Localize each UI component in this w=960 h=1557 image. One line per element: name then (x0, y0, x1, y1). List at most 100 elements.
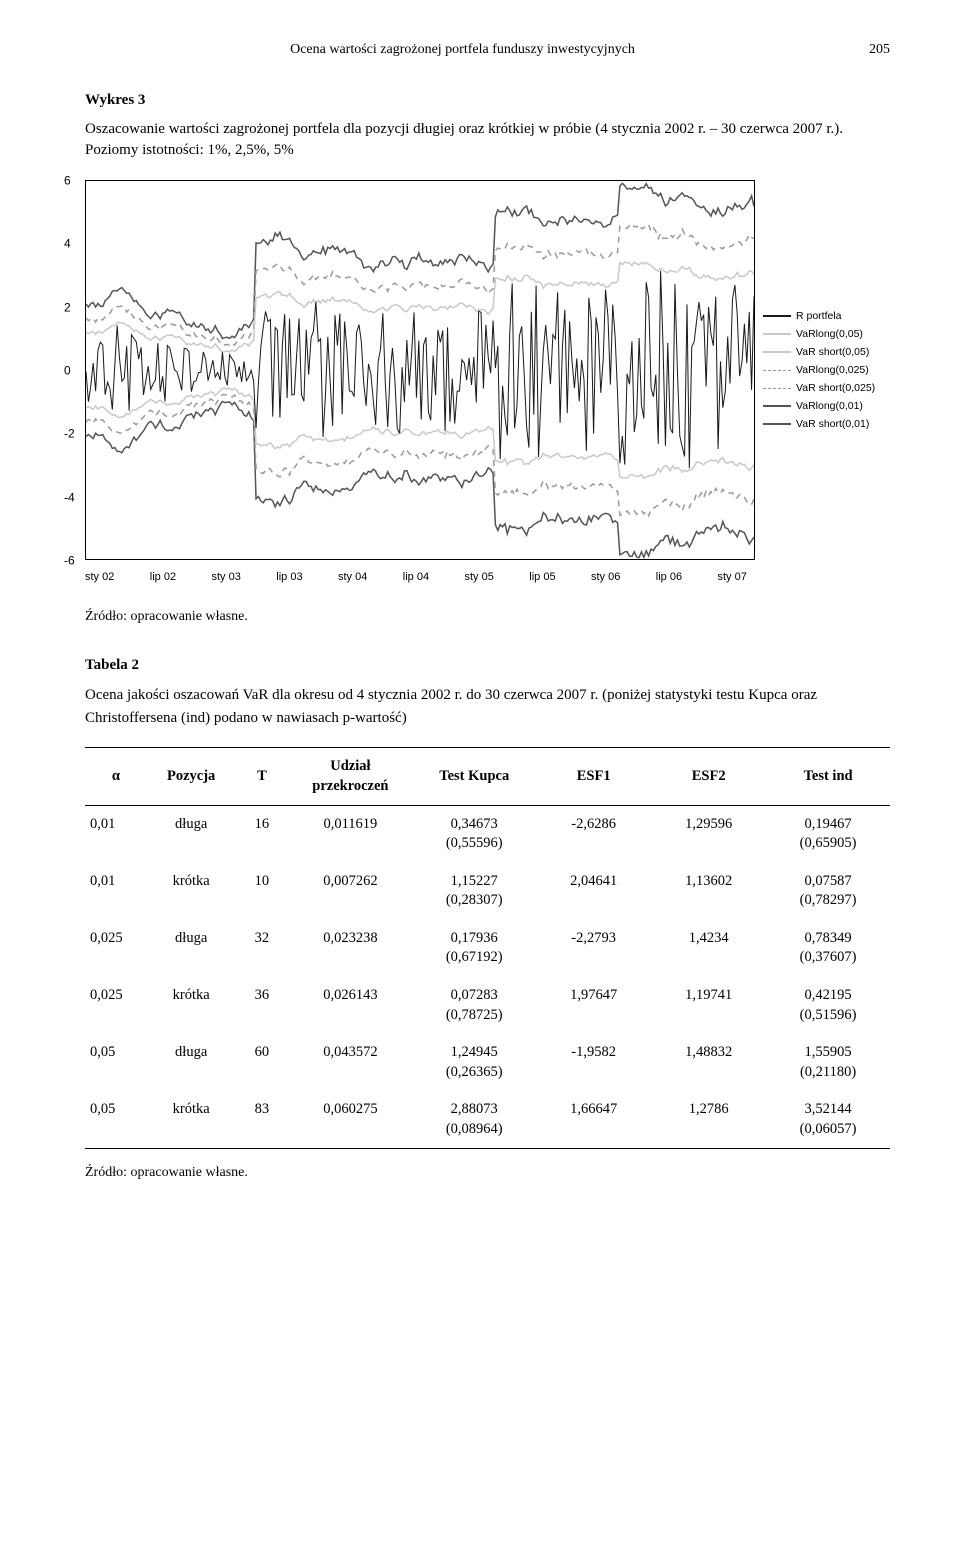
legend-item: VaRlong(0,025) (763, 363, 890, 377)
legend-item: VaRlong(0,01) (763, 399, 890, 413)
col-esf2: ESF2 (651, 748, 766, 806)
table-cell: 3,52144(0,06057) (766, 1091, 890, 1149)
y-tick-label: 2 (64, 299, 71, 316)
legend-swatch (763, 383, 791, 393)
table-cell: długa (147, 920, 235, 977)
chart-container: 6420-2-4-6 R portfelaVaRlong(0,05)VaR sh… (85, 180, 890, 560)
table-cell: krótka (147, 1091, 235, 1149)
table-cell: długa (147, 805, 235, 863)
legend-item: R portfela (763, 309, 890, 323)
y-tick-label: 4 (64, 236, 71, 253)
legend-label: VaRlong(0,025) (796, 363, 869, 378)
x-tick-label: sty 06 (591, 570, 620, 585)
table-cell: 0,043572 (288, 1034, 412, 1091)
x-tick-label: sty 05 (465, 570, 494, 585)
col-ind: Test ind (766, 748, 890, 806)
table-cell: 0,026143 (288, 977, 412, 1034)
col-T: T (235, 748, 288, 806)
table-cell: 1,15227(0,28307) (412, 863, 536, 920)
table-cell: 36 (235, 977, 288, 1034)
legend-item: VaR short(0,025) (763, 381, 890, 395)
table-cell: -1,9582 (536, 1034, 651, 1091)
table-cell: 32 (235, 920, 288, 977)
col-pozycja: Pozycja (147, 748, 235, 806)
table-caption: Ocena jakości oszacowań VaR dla okresu o… (85, 684, 890, 729)
chart-svg (86, 181, 754, 559)
table-row: 0,05krótka830,0602752,88073(0,08964)1,66… (85, 1091, 890, 1149)
table-cell: 0,025 (85, 977, 147, 1034)
table-cell: 60 (235, 1034, 288, 1091)
table-cell: 2,88073(0,08964) (412, 1091, 536, 1149)
table-cell: 0,07283(0,78725) (412, 977, 536, 1034)
table-cell: 0,05 (85, 1091, 147, 1149)
col-alpha: α (85, 748, 147, 806)
chart-series (86, 271, 754, 468)
legend-swatch (763, 401, 791, 411)
x-tick-label: lip 06 (656, 570, 682, 585)
table-cell: 1,19741 (651, 977, 766, 1034)
table-cell: -2,6286 (536, 805, 651, 863)
table-row: 0,01krótka100,0072621,15227(0,28307)2,04… (85, 863, 890, 920)
table-cell: 0,060275 (288, 1091, 412, 1149)
table-cell: 0,19467(0,65905) (766, 805, 890, 863)
table-cell: 16 (235, 805, 288, 863)
table-body: 0,01długa160,0116190,34673(0,55596)-2,62… (85, 805, 890, 1149)
legend-label: VaR short(0,025) (796, 381, 875, 396)
figure-label: Wykres 3 (85, 90, 890, 111)
table-cell: 1,48832 (651, 1034, 766, 1091)
table-header-row: α Pozycja T Udział przekroczeń Test Kupc… (85, 748, 890, 806)
table-row: 0,05długa600,0435721,24945(0,26365)-1,95… (85, 1034, 890, 1091)
figure-source: Źródło: opracowanie własne. (85, 607, 890, 627)
legend-label: R portfela (796, 309, 842, 324)
x-tick-label: lip 02 (150, 570, 176, 585)
legend-swatch (763, 365, 791, 375)
table-cell: krótka (147, 977, 235, 1034)
figure-caption: Oszacowanie wartości zagrożonej portfela… (85, 119, 890, 163)
y-tick-label: 6 (64, 173, 71, 190)
table-source: Źródło: opracowanie własne. (85, 1163, 890, 1183)
table-cell: 1,24945(0,26365) (412, 1034, 536, 1091)
table-cell: 1,29596 (651, 805, 766, 863)
table-label: Tabela 2 (85, 655, 890, 676)
legend-label: VaRlong(0,01) (796, 399, 863, 414)
col-kupca: Test Kupca (412, 748, 536, 806)
page-number: 205 (840, 40, 890, 60)
table-cell: 0,34673(0,55596) (412, 805, 536, 863)
table-cell: 1,2786 (651, 1091, 766, 1149)
table-cell: 0,007262 (288, 863, 412, 920)
x-axis-labels: sty 02lip 02sty 03lip 03sty 04lip 04sty … (85, 570, 755, 585)
table-cell: 83 (235, 1091, 288, 1149)
chart-series (86, 388, 754, 478)
table-row: 0,025długa320,0232380,17936(0,67192)-2,2… (85, 920, 890, 977)
chart-series (86, 395, 754, 516)
table-cell: 1,4234 (651, 920, 766, 977)
table-cell: 1,55905(0,21180) (766, 1034, 890, 1091)
legend-item: VaR short(0,01) (763, 417, 890, 431)
table-cell: 1,13602 (651, 863, 766, 920)
table-cell: 1,66647 (536, 1091, 651, 1149)
table-row: 0,025krótka360,0261430,07283(0,78725)1,9… (85, 977, 890, 1034)
chart-legend: R portfela VaRlong(0,05) VaR short(0,05) Va… (755, 180, 890, 560)
chart-series (86, 262, 754, 352)
results-table: α Pozycja T Udział przekroczeń Test Kupc… (85, 747, 890, 1149)
legend-swatch (763, 347, 791, 357)
table-cell: 0,023238 (288, 920, 412, 977)
col-esf1: ESF1 (536, 748, 651, 806)
table-cell: -2,2793 (536, 920, 651, 977)
legend-swatch (763, 311, 791, 321)
table-cell: 0,01 (85, 805, 147, 863)
x-tick-label: sty 03 (212, 570, 241, 585)
x-tick-label: lip 04 (403, 570, 429, 585)
table-cell: 0,78349(0,37607) (766, 920, 890, 977)
x-tick-label: lip 05 (529, 570, 555, 585)
y-tick-label: -6 (64, 553, 75, 570)
legend-item: VaRlong(0,05) (763, 327, 890, 341)
y-tick-label: -4 (64, 489, 75, 506)
legend-label: VaR short(0,05) (796, 345, 869, 360)
y-tick-label: -2 (64, 426, 75, 443)
table-cell: 1,97647 (536, 977, 651, 1034)
chart-series (86, 402, 754, 558)
table-cell: 0,01 (85, 863, 147, 920)
table-cell: krótka (147, 863, 235, 920)
running-title: Ocena wartości zagrożonej portfela fundu… (85, 40, 840, 60)
